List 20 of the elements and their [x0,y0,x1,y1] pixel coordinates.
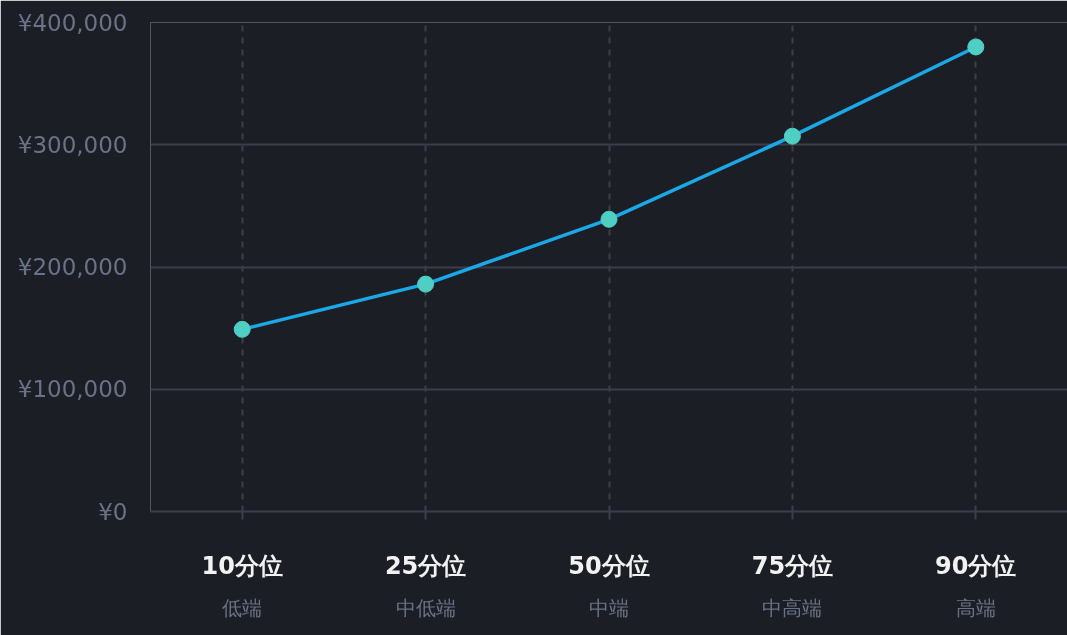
x-tick-label: 25分位 [384,551,467,580]
x-tick-label: 75分位 [751,551,834,580]
y-tick-label: ¥0 [98,498,128,525]
y-tick-label: ¥200,000 [17,254,128,280]
text: 中端 [589,595,629,620]
y-tick-label: ¥100,000 [17,376,128,403]
point [783,127,801,145]
point [967,38,985,56]
point [600,210,618,228]
text: 中低端 [395,595,456,620]
point [233,320,251,338]
x-tick-label: 90分位 [935,551,1017,580]
y-tick-label: ¥300,000 [17,131,128,158]
text: 中高端 [762,595,823,620]
y-tick-label: ¥400,000 [17,9,128,36]
x-tick-label: 10分位 [201,551,283,580]
x-tick-label: 50分位 [568,551,650,580]
text: 高端 [955,595,996,620]
text: 低端 [222,595,263,620]
point [417,275,435,293]
